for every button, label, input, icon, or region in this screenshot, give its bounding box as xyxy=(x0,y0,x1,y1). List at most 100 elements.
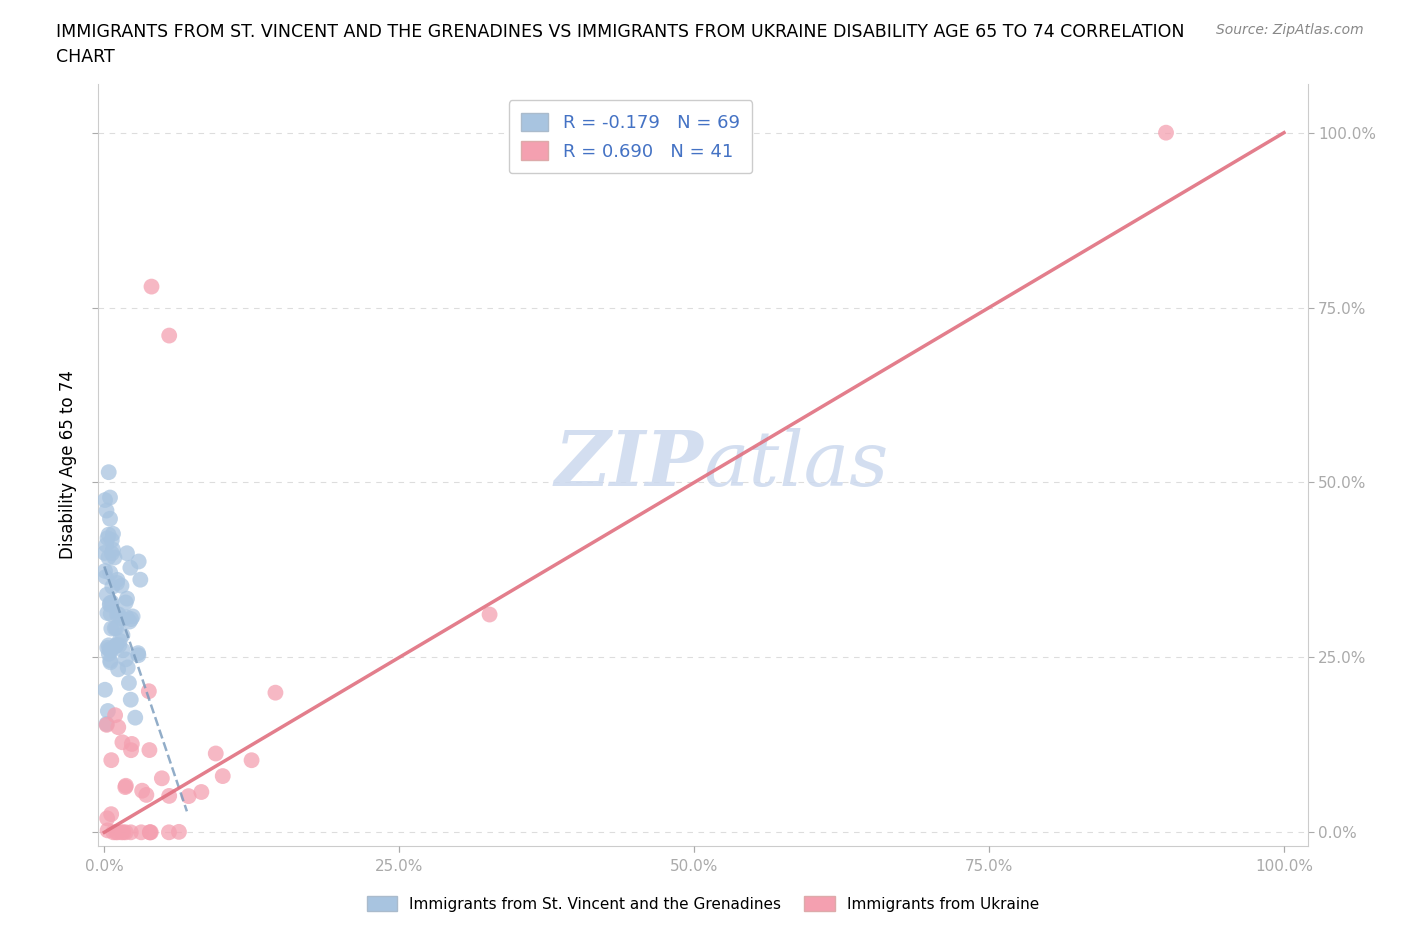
Point xyxy=(96,531,118,546)
Point xyxy=(138,743,160,758)
Point xyxy=(129,825,152,840)
Point xyxy=(104,708,127,723)
Point xyxy=(97,638,120,653)
Point xyxy=(1154,126,1177,140)
Point xyxy=(107,825,129,840)
Point xyxy=(114,779,136,794)
Point xyxy=(114,825,136,840)
Point xyxy=(138,684,160,698)
Point xyxy=(96,716,118,731)
Point xyxy=(101,579,124,594)
Point xyxy=(107,607,129,622)
Point xyxy=(98,642,121,657)
Point xyxy=(211,768,233,783)
Point xyxy=(120,825,142,840)
Point xyxy=(139,825,162,840)
Point xyxy=(100,806,122,821)
Point xyxy=(105,576,128,591)
Point xyxy=(94,564,117,578)
Point xyxy=(98,597,121,612)
Point xyxy=(103,825,125,840)
Point xyxy=(115,591,138,606)
Point xyxy=(101,546,124,561)
Point xyxy=(98,490,121,505)
Point xyxy=(101,542,124,557)
Point xyxy=(131,783,153,798)
Point xyxy=(121,609,143,624)
Point xyxy=(107,662,129,677)
Point xyxy=(111,643,134,658)
Point xyxy=(115,546,138,561)
Point xyxy=(94,683,117,698)
Point xyxy=(94,569,117,584)
Text: CHART: CHART xyxy=(56,48,115,66)
Point xyxy=(98,653,121,668)
Point xyxy=(111,611,134,626)
Point xyxy=(105,607,128,622)
Point xyxy=(157,789,180,804)
Point xyxy=(100,606,122,621)
Point xyxy=(118,675,141,690)
Point xyxy=(190,785,212,800)
Point xyxy=(114,595,136,610)
Point xyxy=(139,825,162,840)
Point xyxy=(129,572,152,587)
Point xyxy=(112,825,135,840)
Point xyxy=(104,825,127,840)
Point xyxy=(96,717,118,732)
Point xyxy=(97,465,120,480)
Point xyxy=(127,645,149,660)
Point xyxy=(128,554,150,569)
Point xyxy=(96,641,118,656)
Point xyxy=(120,692,142,707)
Text: IMMIGRANTS FROM ST. VINCENT AND THE GRENADINES VS IMMIGRANTS FROM UKRAINE DISABI: IMMIGRANTS FROM ST. VINCENT AND THE GREN… xyxy=(56,23,1185,41)
Point xyxy=(108,638,131,653)
Point xyxy=(100,595,122,610)
Point xyxy=(104,620,127,635)
Point xyxy=(100,655,122,670)
Point xyxy=(115,610,138,625)
Point xyxy=(120,560,142,575)
Point xyxy=(107,572,129,587)
Point xyxy=(105,638,128,653)
Point xyxy=(110,578,132,593)
Point xyxy=(150,771,173,786)
Text: atlas: atlas xyxy=(703,428,889,502)
Point xyxy=(104,639,127,654)
Point xyxy=(101,533,124,548)
Point xyxy=(127,648,149,663)
Point xyxy=(93,546,115,561)
Point xyxy=(120,743,142,758)
Point xyxy=(97,550,120,565)
Point xyxy=(100,642,122,657)
Point xyxy=(110,825,132,840)
Point xyxy=(167,824,190,839)
Point xyxy=(204,746,226,761)
Point xyxy=(157,825,180,840)
Point xyxy=(157,328,180,343)
Point xyxy=(100,752,122,767)
Point xyxy=(478,607,501,622)
Point xyxy=(135,788,157,803)
Point xyxy=(139,825,162,840)
Point xyxy=(114,652,136,667)
Point xyxy=(97,704,120,719)
Point xyxy=(121,737,143,751)
Point xyxy=(97,527,120,542)
Point xyxy=(98,596,121,611)
Text: ZIP: ZIP xyxy=(554,428,703,502)
Point xyxy=(118,614,141,629)
Point xyxy=(103,550,125,565)
Point xyxy=(97,646,120,661)
Point xyxy=(117,660,139,675)
Point xyxy=(111,735,134,750)
Legend: Immigrants from St. Vincent and the Grenadines, Immigrants from Ukraine: Immigrants from St. Vincent and the Gren… xyxy=(360,889,1046,918)
Point xyxy=(96,811,118,826)
Point xyxy=(94,493,117,508)
Text: Source: ZipAtlas.com: Source: ZipAtlas.com xyxy=(1216,23,1364,37)
Point xyxy=(120,612,142,627)
Point xyxy=(96,588,118,603)
Point xyxy=(100,621,122,636)
Point xyxy=(124,711,146,725)
Point xyxy=(97,823,120,838)
